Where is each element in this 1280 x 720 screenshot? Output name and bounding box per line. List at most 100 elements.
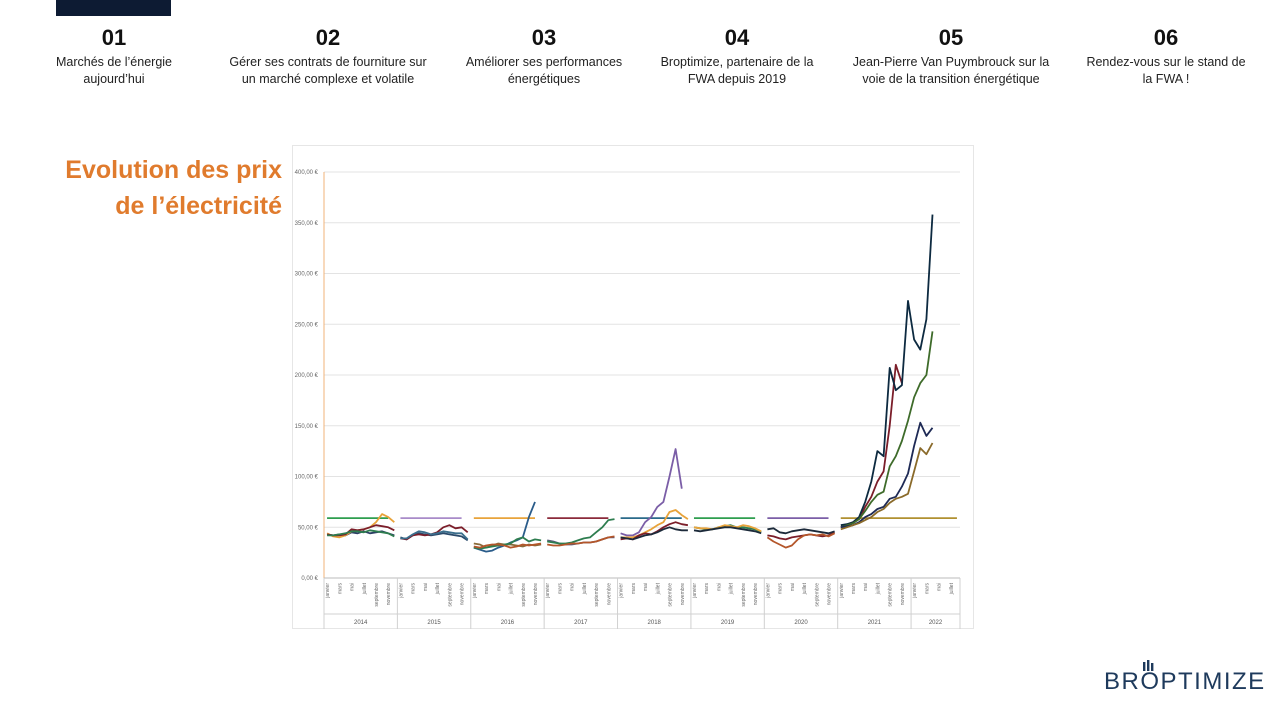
y-tick-label: 350,00 € [295,221,319,227]
y-tick-label: 150,00 € [295,424,319,430]
x-month-label: janvier [325,583,331,599]
x-year-label: 2017 [574,620,588,626]
x-month-label: septembre [521,583,527,607]
series-line [473,542,542,549]
x-month-label: novembre [533,583,539,605]
nav-number: 03 [531,25,557,50]
nav-number: 04 [724,25,750,50]
chart-frame [292,145,974,629]
nav-label: Broptimize, partenaire de la FWA depuis 2… [660,55,814,86]
x-year-label: 2015 [427,620,441,626]
nav-label: Marchés de l’énergie aujourd’hui [55,55,173,86]
nav-item-06[interactable]: 06 Rendez-vous sur le stand de la FWA ! [1072,24,1260,88]
x-month-label: mars [631,583,637,595]
nav-item-01[interactable]: 01 Marchés de l’énergie aujourd’hui [40,24,188,88]
page-title-line1: Evolution des prix [65,156,282,184]
x-month-label: janvier [398,583,404,599]
x-month-label: mai [496,583,502,591]
x-month-label: janvier [912,583,918,599]
series-line [620,526,688,541]
x-month-label: juillet [802,582,808,595]
x-month-label: septembre [374,583,380,607]
x-month-label: mars [411,583,417,595]
series-line [547,518,615,545]
x-month-label: janvier [692,583,698,599]
series-line [840,442,934,531]
nav-label: Jean-Pierre Van Puymbrouck sur la voie de… [852,55,1050,86]
x-month-label: juillet [362,582,368,595]
y-tick-label: 0,00 € [301,576,318,582]
series-line [693,526,762,535]
series-line [840,331,934,529]
x-month-label: juillet [655,582,661,595]
nav-label: Gérer ses contrats de fourniture sur un m… [229,55,427,86]
x-month-label: novembre [680,583,686,605]
x-month-label: mai [643,583,649,591]
x-month-label: novembre [753,583,759,605]
x-month-label: mai [570,583,576,591]
series-line [767,531,836,541]
nav-item-05[interactable]: 05 Jean-Pierre Van Puymbrouck sur la voie… [836,24,1066,88]
x-month-label: juillet [509,582,515,595]
y-tick-label: 300,00 € [295,272,319,278]
x-month-label: mai [863,583,869,591]
series-line [766,532,836,549]
series-line [620,509,689,539]
series-line [473,536,542,550]
x-month-label: janvier [619,583,625,599]
broptimize-logo: BRO PTIMIZE [1104,660,1266,696]
x-month-label: mars [924,583,930,595]
nav-item-03[interactable]: 03 Améliorer ses performances énergétique… [446,24,642,88]
series-line [693,524,762,533]
chart-svg: 0,00 € 50,00 € 100,00 € 150,00 € 200,00 € 250… [292,145,974,634]
x-month-label: septembre [814,583,820,607]
y-tick-label: 400,00 € [295,170,319,176]
nav-item-02[interactable]: 02 Gérer ses contrats de fourniture sur u… [214,24,442,88]
x-month-label: janvier [765,583,771,599]
x-year-label: 2022 [929,620,943,626]
y-tick-label: 50,00 € [298,525,319,531]
x-year-label: 2018 [648,620,662,626]
nav-label: Améliorer ses performances énergétiques [465,55,623,86]
x-month-label: septembre [668,583,674,607]
nav-item-04[interactable]: 04 Broptimize, partenaire de la FWA depui… [643,24,831,88]
x-month-label: septembre [741,583,747,607]
page-title-line2: de l’électricité [115,192,282,220]
nav-number: 05 [938,25,964,50]
x-month-label: septembre [447,583,453,607]
x-month-label: janvier [472,583,478,599]
series-line [620,448,683,537]
nav-number: 01 [101,25,127,50]
series-line [400,530,469,541]
x-month-label: juillet [582,582,588,595]
x-month-label: mars [337,583,343,595]
y-tick-label: 100,00 € [295,475,319,481]
nav-number: 06 [1153,25,1179,50]
x-month-label: novembre [606,583,612,605]
x-year-label: 2019 [721,620,735,626]
x-month-label: septembre [888,583,894,607]
y-tick-label: 200,00 € [295,373,319,379]
x-year-label: 2014 [354,620,368,626]
x-month-label: juillet [729,582,735,595]
x-month-label: novembre [460,583,466,605]
top-accent-bar [56,0,171,16]
x-month-label: novembre [900,583,906,605]
page-title: Evolution des prix de l’électricité [65,152,282,224]
x-month-label: mars [851,583,857,595]
nav-label: Rendez-vous sur le stand de la FWA ! [1086,55,1246,86]
x-year-label: 2021 [868,620,882,626]
y-tick-label: 250,00 € [295,322,319,328]
x-month-label: mars [778,583,784,595]
x-month-label: juillet [875,582,881,595]
logo-o-icon: O [1140,660,1160,696]
x-month-label: mars [557,583,563,595]
x-year-label: 2020 [794,620,808,626]
x-month-label: juillet [435,582,441,595]
price-line-chart: 0,00 € 50,00 € 100,00 € 150,00 € 200,00 € 250… [292,145,974,634]
x-month-label: septembre [594,583,600,607]
x-month-label: mars [484,583,490,595]
x-month-label: mars [704,583,710,595]
series-line [840,214,934,527]
section-navigation: 01 Marchés de l’énergie aujourd’hui 02 Gé… [0,24,1280,104]
